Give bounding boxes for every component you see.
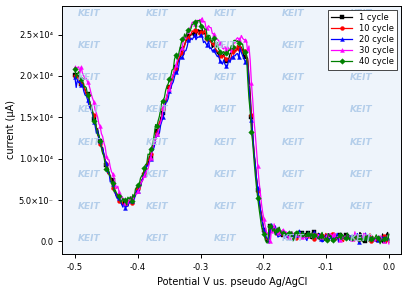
Text: KEIT: KEIT (214, 41, 236, 50)
20 cycle (292, 236, 297, 239)
40 cycle (255, 197, 260, 200)
30 cycle (72, 66, 77, 69)
40 cycle (197, 19, 202, 22)
10 cycle (384, 241, 389, 245)
40 cycle (375, 236, 380, 240)
Text: KEIT: KEIT (282, 105, 304, 114)
Text: KEIT: KEIT (78, 41, 101, 50)
1 cycle (255, 188, 260, 191)
Text: KEIT: KEIT (214, 234, 236, 243)
Line: 1 cycle: 1 cycle (73, 28, 391, 244)
30 cycle (199, 18, 204, 22)
1 cycle (370, 241, 375, 244)
10 cycle (255, 190, 260, 193)
1 cycle (204, 36, 208, 40)
10 cycle (386, 241, 391, 244)
Text: KEIT: KEIT (350, 202, 372, 211)
40 cycle (291, 239, 295, 243)
Text: KEIT: KEIT (146, 8, 168, 18)
20 cycle (72, 75, 77, 79)
40 cycle (386, 233, 391, 236)
Text: KEIT: KEIT (146, 73, 168, 82)
Text: KEIT: KEIT (350, 73, 372, 82)
Text: KEIT: KEIT (146, 105, 168, 114)
Text: KEIT: KEIT (214, 202, 236, 211)
40 cycle (200, 27, 205, 30)
Text: KEIT: KEIT (282, 170, 304, 179)
1 cycle (72, 74, 77, 77)
1 cycle (200, 28, 205, 31)
30 cycle (386, 242, 391, 246)
1 cycle (376, 237, 381, 240)
20 cycle (255, 186, 260, 190)
10 cycle (375, 237, 380, 241)
Text: KEIT: KEIT (146, 234, 168, 243)
20 cycle (124, 205, 129, 208)
20 cycle (200, 35, 205, 39)
Text: KEIT: KEIT (350, 8, 372, 18)
Text: KEIT: KEIT (282, 138, 304, 146)
20 cycle (376, 236, 381, 239)
40 cycle (124, 203, 129, 207)
30 cycle (255, 164, 260, 168)
Text: KEIT: KEIT (282, 234, 304, 243)
1 cycle (386, 239, 391, 243)
Text: KEIT: KEIT (282, 8, 304, 18)
30 cycle (291, 232, 295, 236)
30 cycle (204, 26, 208, 30)
10 cycle (195, 28, 200, 31)
10 cycle (204, 36, 208, 39)
Text: KEIT: KEIT (214, 170, 236, 179)
30 cycle (200, 16, 205, 20)
Text: KEIT: KEIT (282, 41, 304, 50)
Text: KEIT: KEIT (282, 73, 304, 82)
20 cycle (192, 33, 197, 36)
Text: KEIT: KEIT (282, 202, 304, 211)
Text: KEIT: KEIT (78, 170, 101, 179)
40 cycle (204, 27, 208, 31)
Text: KEIT: KEIT (214, 73, 236, 82)
10 cycle (291, 234, 295, 237)
Line: 40 cycle: 40 cycle (73, 18, 391, 246)
Line: 10 cycle: 10 cycle (73, 28, 391, 245)
Text: KEIT: KEIT (78, 8, 101, 18)
Line: 30 cycle: 30 cycle (73, 16, 391, 246)
40 cycle (378, 242, 383, 246)
Text: KEIT: KEIT (214, 138, 236, 146)
Text: KEIT: KEIT (350, 105, 372, 114)
10 cycle (124, 202, 129, 206)
20 cycle (204, 42, 208, 46)
10 cycle (72, 74, 77, 78)
Text: KEIT: KEIT (214, 105, 236, 114)
1 cycle (291, 236, 295, 239)
Legend: 1 cycle, 10 cycle, 20 cycle, 30 cycle, 40 cycle: 1 cycle, 10 cycle, 20 cycle, 30 cycle, 4… (328, 10, 397, 70)
30 cycle (375, 235, 380, 239)
Text: KEIT: KEIT (78, 234, 101, 243)
Text: KEIT: KEIT (146, 170, 168, 179)
Text: KEIT: KEIT (78, 105, 101, 114)
Text: KEIT: KEIT (78, 202, 101, 211)
20 cycle (386, 237, 391, 241)
Text: KEIT: KEIT (146, 138, 168, 146)
Text: KEIT: KEIT (350, 170, 372, 179)
Text: KEIT: KEIT (146, 202, 168, 211)
Text: KEIT: KEIT (78, 138, 101, 146)
Text: KEIT: KEIT (350, 41, 372, 50)
10 cycle (200, 33, 205, 36)
Y-axis label: current (μA): current (μA) (6, 100, 15, 159)
Text: KEIT: KEIT (350, 138, 372, 146)
X-axis label: Potential V us. pseudo Ag/AgCl: Potential V us. pseudo Ag/AgCl (157, 277, 307, 287)
1 cycle (124, 201, 129, 205)
Text: KEIT: KEIT (350, 234, 372, 243)
1 cycle (199, 30, 204, 34)
40 cycle (72, 68, 77, 71)
Text: KEIT: KEIT (78, 73, 101, 82)
Text: KEIT: KEIT (146, 41, 168, 50)
20 cycle (267, 241, 271, 245)
30 cycle (124, 197, 129, 201)
Line: 20 cycle: 20 cycle (73, 33, 391, 245)
Text: KEIT: KEIT (214, 8, 236, 18)
